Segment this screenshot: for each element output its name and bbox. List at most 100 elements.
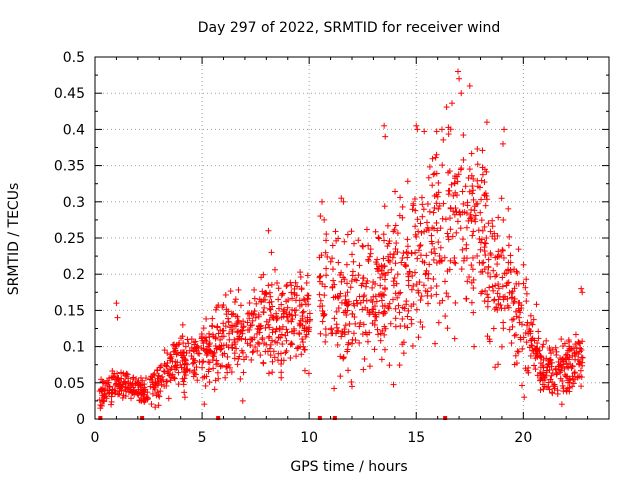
data-point [512, 333, 518, 339]
data-point [250, 349, 256, 355]
data-point [360, 367, 366, 373]
data-point [288, 282, 294, 288]
data-point [492, 273, 498, 279]
data-point [212, 386, 218, 392]
data-point [357, 320, 363, 326]
data-point [210, 365, 216, 371]
data-point [499, 247, 505, 253]
data-point [269, 369, 275, 375]
data-point [465, 218, 471, 224]
data-point [400, 204, 406, 210]
data-point [543, 338, 549, 344]
data-point [483, 203, 489, 209]
data-point [397, 309, 403, 315]
data-point [347, 321, 353, 327]
chart-title: Day 297 of 2022, SRMTID for receiver win… [198, 20, 501, 36]
data-point [492, 364, 498, 370]
data-point [301, 296, 307, 302]
data-point [521, 262, 527, 268]
data-point [516, 349, 522, 355]
data-point [548, 373, 554, 379]
data-point [460, 189, 466, 195]
data-point [330, 266, 336, 272]
data-point [278, 369, 284, 375]
data-point [382, 286, 388, 292]
data-point [228, 288, 234, 294]
data-point [289, 341, 295, 347]
data-point [481, 244, 487, 250]
data-point [451, 255, 457, 261]
data-point [577, 346, 583, 352]
data-point [410, 343, 416, 349]
data-point [444, 104, 450, 110]
data-point [393, 240, 399, 246]
data-point [318, 273, 324, 279]
data-point [452, 300, 458, 306]
data-point [234, 314, 240, 320]
data-point [459, 247, 465, 253]
data-point [392, 275, 398, 281]
data-point [381, 292, 387, 298]
data-point [345, 367, 351, 373]
data-point [486, 285, 492, 291]
data-point [344, 262, 350, 268]
data-point [426, 175, 432, 181]
data-point [293, 280, 299, 286]
data-point [469, 300, 475, 306]
data-point [322, 339, 328, 345]
data-point [439, 162, 445, 168]
data-point [233, 346, 239, 352]
data-point [349, 251, 355, 257]
data-point [215, 370, 221, 376]
data-point [524, 320, 530, 326]
data-point [465, 202, 471, 208]
data-point [351, 241, 357, 247]
data-point [442, 313, 448, 319]
data-point [444, 231, 450, 237]
data-point [531, 317, 537, 323]
data-point [499, 195, 505, 201]
data-point [530, 322, 536, 328]
data-point [505, 206, 511, 212]
data-point [405, 313, 411, 319]
data-point [483, 235, 489, 241]
data-point [519, 382, 525, 388]
data-point [269, 282, 275, 288]
x-axis-title: GPS time / hours [290, 459, 407, 475]
data-point [573, 332, 579, 338]
data-point [524, 291, 530, 297]
data-point [401, 350, 407, 356]
data-point [293, 353, 299, 359]
data-point [578, 368, 584, 374]
data-point [461, 258, 467, 264]
data-point [184, 362, 190, 368]
data-point [453, 260, 459, 266]
data-point [491, 326, 497, 332]
data-point [245, 311, 251, 317]
data-point [435, 206, 441, 212]
data-point [305, 293, 311, 299]
data-point [302, 368, 308, 374]
data-point [397, 290, 403, 296]
data-point [375, 331, 381, 337]
data-point [275, 357, 281, 363]
data-point [425, 201, 431, 207]
data-point [415, 216, 421, 222]
data-point [355, 272, 361, 278]
data-point [348, 228, 354, 234]
data-point [365, 243, 371, 249]
data-point [428, 249, 434, 255]
data-point [408, 317, 414, 323]
data-point [269, 338, 275, 344]
data-point [265, 282, 271, 288]
data-point [470, 187, 476, 193]
data-point [299, 286, 305, 292]
data-point [414, 307, 420, 313]
data-point [523, 276, 529, 282]
data-point [382, 347, 388, 353]
data-point [470, 229, 476, 235]
data-point [323, 266, 329, 272]
data-point [356, 340, 362, 346]
data-point [324, 254, 330, 260]
data-point [433, 155, 439, 161]
